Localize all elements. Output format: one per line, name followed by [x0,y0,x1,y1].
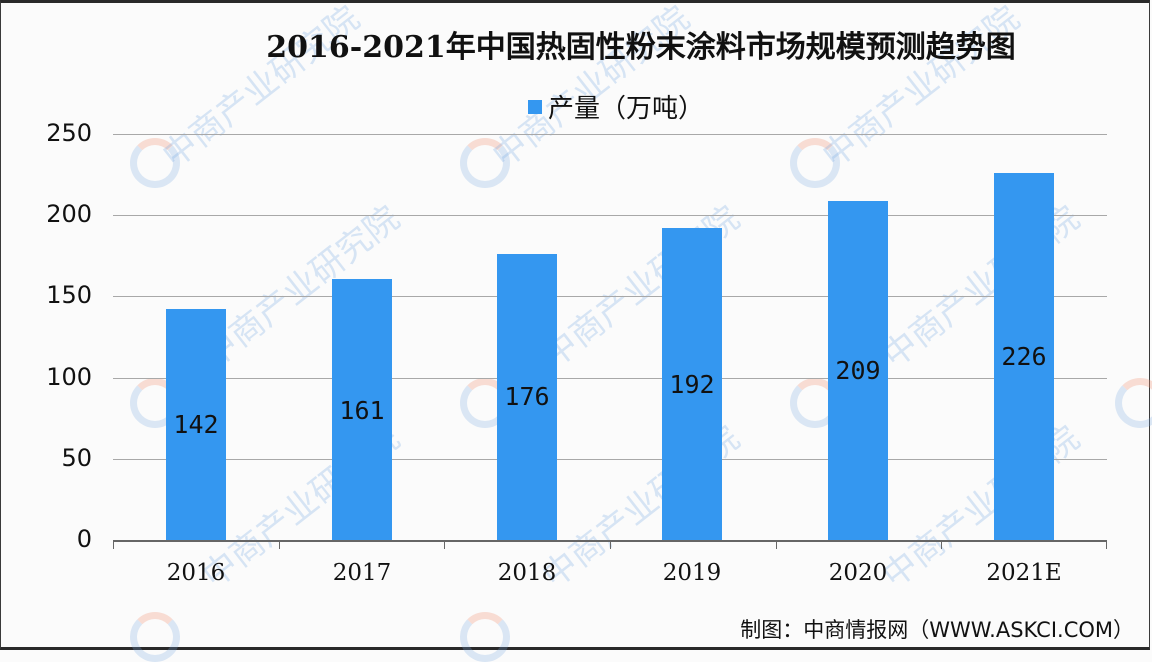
y-tick-label: 150 [46,281,92,309]
x-tick-mark [941,540,942,549]
x-tick-mark [113,540,114,549]
x-tick-label: 2019 [662,560,722,586]
x-tick-label: 2020 [828,560,888,586]
y-tick-label: 0 [76,525,92,553]
y-tick-label: 50 [61,444,92,472]
x-tick-label: 2016 [166,560,226,586]
source-credit: 制图：中商情报网（WWW.ASKCI.COM） [740,618,1134,642]
gridline-100 [113,378,1107,379]
bar-2018 [497,254,557,540]
x-tick-label: 2018 [497,560,557,586]
chart-title: 2016-2021年中国热固性粉末涂料市场规模预测趋势图 [266,30,1016,65]
x-tick-mark [610,540,611,549]
bar-2016 [166,309,226,540]
bar-2017 [332,279,392,540]
x-tick-mark [279,540,280,549]
y-tick-label: 250 [46,119,92,147]
x-tick-label: 2021E [986,560,1062,586]
bar-value-label: 161 [339,396,385,425]
legend: 产量（万吨） [528,88,704,125]
gridline-200 [113,215,1107,216]
gridline-250 [113,134,1107,135]
bar-value-label: 226 [1001,342,1047,371]
bar-value-label: 192 [669,370,715,399]
gridline-50 [113,459,1107,460]
x-tick-mark [444,540,445,549]
legend-swatch-icon [528,99,542,114]
bar-value-label: 176 [504,382,550,411]
bar-2020 [828,201,888,540]
bar-value-label: 209 [835,356,881,385]
bar-2019 [662,228,722,540]
x-tick-label: 2017 [332,560,392,586]
x-tick-mark [1106,540,1107,549]
y-tick-label: 200 [46,200,92,228]
y-tick-label: 100 [46,363,92,391]
gridline-150 [113,296,1107,297]
bar-value-label: 142 [173,410,219,439]
bar-2021e [994,173,1054,540]
legend-label: 产量（万吨） [548,94,705,124]
x-tick-mark [776,540,777,549]
